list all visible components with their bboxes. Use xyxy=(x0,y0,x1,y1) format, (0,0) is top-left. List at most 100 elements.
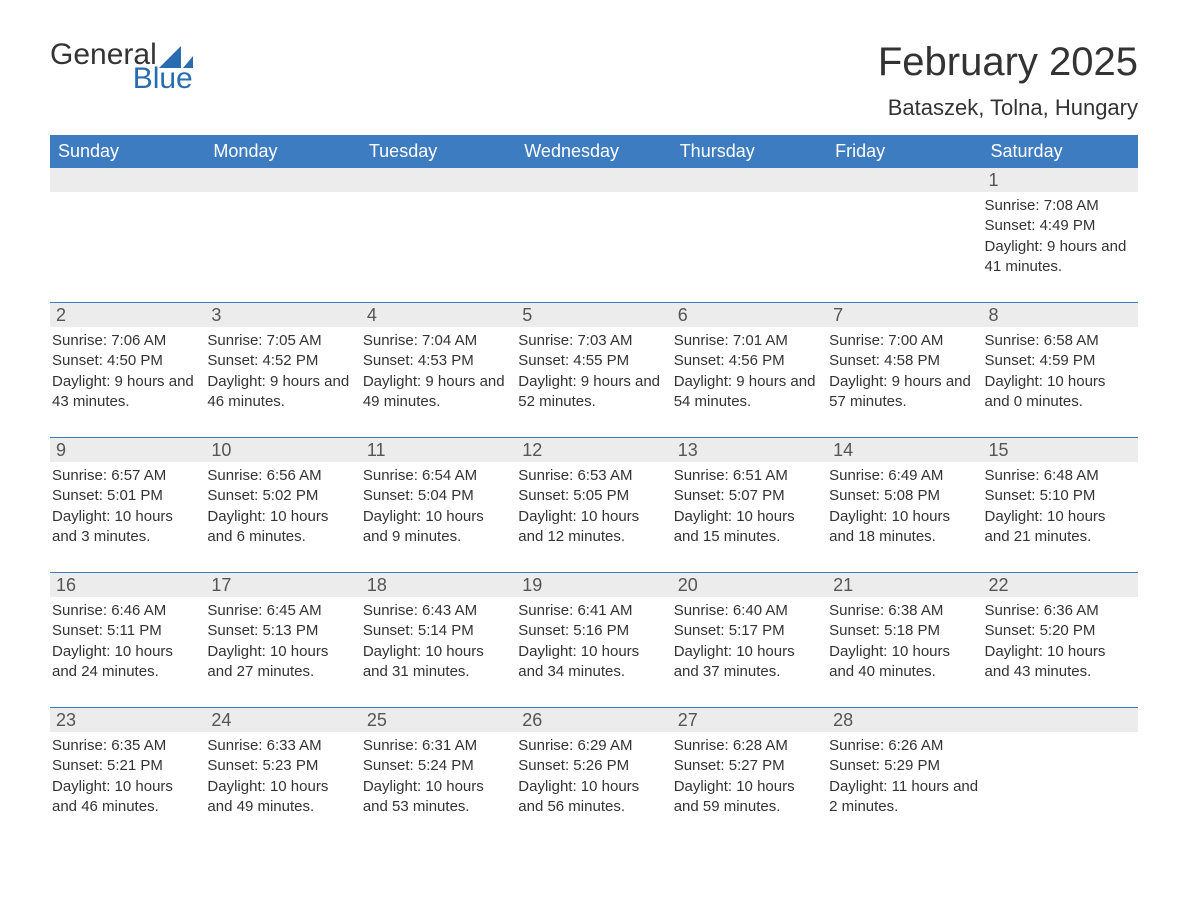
day-number xyxy=(50,168,205,192)
cell-line: Sunrise: 6:46 AM xyxy=(52,601,201,621)
day-number: 17 xyxy=(205,573,360,597)
cell-body: Sunrise: 6:58 AMSunset: 4:59 PMDaylight:… xyxy=(983,327,1138,412)
cell-body: Sunrise: 6:26 AMSunset: 5:29 PMDaylight:… xyxy=(827,732,982,817)
calendar-cell: 12Sunrise: 6:53 AMSunset: 5:05 PMDayligh… xyxy=(516,438,671,558)
cell-line: Daylight: 9 hours and 46 minutes. xyxy=(207,372,356,413)
day-header-sun: Sunday xyxy=(50,135,205,168)
calendar-cell: 8Sunrise: 6:58 AMSunset: 4:59 PMDaylight… xyxy=(983,303,1138,423)
calendar-cell: 25Sunrise: 6:31 AMSunset: 5:24 PMDayligh… xyxy=(361,708,516,828)
day-number: 10 xyxy=(205,438,360,462)
cell-line: Sunrise: 6:49 AM xyxy=(829,466,978,486)
day-header-wed: Wednesday xyxy=(516,135,671,168)
cell-body: Sunrise: 6:33 AMSunset: 5:23 PMDaylight:… xyxy=(205,732,360,817)
cell-line: Sunset: 4:53 PM xyxy=(363,351,512,371)
day-number: 7 xyxy=(827,303,982,327)
cell-line: Sunset: 5:29 PM xyxy=(829,756,978,776)
cell-line: Sunrise: 7:03 AM xyxy=(518,331,667,351)
calendar-cell: 17Sunrise: 6:45 AMSunset: 5:13 PMDayligh… xyxy=(205,573,360,693)
cell-line: Sunset: 5:17 PM xyxy=(674,621,823,641)
cell-line: Sunrise: 6:38 AM xyxy=(829,601,978,621)
cell-line: Sunset: 5:04 PM xyxy=(363,486,512,506)
title-block: February 2025 Bataszek, Tolna, Hungary xyxy=(878,40,1138,129)
week-row: 2Sunrise: 7:06 AMSunset: 4:50 PMDaylight… xyxy=(50,302,1138,423)
day-number: 20 xyxy=(672,573,827,597)
week-row: 23Sunrise: 6:35 AMSunset: 5:21 PMDayligh… xyxy=(50,707,1138,828)
cell-line: Sunset: 5:20 PM xyxy=(985,621,1134,641)
cell-line: Sunrise: 6:33 AM xyxy=(207,736,356,756)
cell-line: Daylight: 10 hours and 34 minutes. xyxy=(518,642,667,683)
cell-line: Daylight: 10 hours and 49 minutes. xyxy=(207,777,356,818)
cell-body: Sunrise: 7:00 AMSunset: 4:58 PMDaylight:… xyxy=(827,327,982,412)
cell-line: Daylight: 10 hours and 3 minutes. xyxy=(52,507,201,548)
day-number: 25 xyxy=(361,708,516,732)
day-number: 21 xyxy=(827,573,982,597)
cell-line: Daylight: 10 hours and 12 minutes. xyxy=(518,507,667,548)
cell-body: Sunrise: 7:03 AMSunset: 4:55 PMDaylight:… xyxy=(516,327,671,412)
cell-line: Sunrise: 6:35 AM xyxy=(52,736,201,756)
day-number xyxy=(983,708,1138,732)
day-number: 19 xyxy=(516,573,671,597)
weeks-container: 1Sunrise: 7:08 AMSunset: 4:49 PMDaylight… xyxy=(50,168,1138,828)
cell-line: Daylight: 9 hours and 52 minutes. xyxy=(518,372,667,413)
cell-body: Sunrise: 6:53 AMSunset: 5:05 PMDaylight:… xyxy=(516,462,671,547)
week-row: 9Sunrise: 6:57 AMSunset: 5:01 PMDaylight… xyxy=(50,437,1138,558)
day-number xyxy=(361,168,516,192)
cell-line: Daylight: 9 hours and 43 minutes. xyxy=(52,372,201,413)
cell-line: Sunset: 4:56 PM xyxy=(674,351,823,371)
day-number: 13 xyxy=(672,438,827,462)
cell-line: Sunset: 5:27 PM xyxy=(674,756,823,776)
cell-line: Daylight: 10 hours and 6 minutes. xyxy=(207,507,356,548)
calendar-cell: 10Sunrise: 6:56 AMSunset: 5:02 PMDayligh… xyxy=(205,438,360,558)
cell-line: Sunrise: 6:45 AM xyxy=(207,601,356,621)
calendar-cell: 5Sunrise: 7:03 AMSunset: 4:55 PMDaylight… xyxy=(516,303,671,423)
day-number: 16 xyxy=(50,573,205,597)
cell-body: Sunrise: 7:06 AMSunset: 4:50 PMDaylight:… xyxy=(50,327,205,412)
cell-line: Sunrise: 6:54 AM xyxy=(363,466,512,486)
cell-body: Sunrise: 6:45 AMSunset: 5:13 PMDaylight:… xyxy=(205,597,360,682)
calendar-cell: 11Sunrise: 6:54 AMSunset: 5:04 PMDayligh… xyxy=(361,438,516,558)
cell-body: Sunrise: 6:29 AMSunset: 5:26 PMDaylight:… xyxy=(516,732,671,817)
cell-line: Sunrise: 6:40 AM xyxy=(674,601,823,621)
cell-body xyxy=(672,192,827,196)
cell-line: Sunset: 4:59 PM xyxy=(985,351,1134,371)
calendar-cell xyxy=(205,168,360,288)
cell-line: Daylight: 10 hours and 9 minutes. xyxy=(363,507,512,548)
cell-line: Daylight: 10 hours and 43 minutes. xyxy=(985,642,1134,683)
calendar-cell: 7Sunrise: 7:00 AMSunset: 4:58 PMDaylight… xyxy=(827,303,982,423)
week-row: 1Sunrise: 7:08 AMSunset: 4:49 PMDaylight… xyxy=(50,168,1138,288)
cell-line: Sunrise: 6:48 AM xyxy=(985,466,1134,486)
cell-line: Sunset: 5:05 PM xyxy=(518,486,667,506)
calendar-cell xyxy=(827,168,982,288)
cell-body: Sunrise: 6:36 AMSunset: 5:20 PMDaylight:… xyxy=(983,597,1138,682)
logo-word2: Blue xyxy=(50,64,193,94)
cell-line: Daylight: 10 hours and 0 minutes. xyxy=(985,372,1134,413)
calendar-cell: 23Sunrise: 6:35 AMSunset: 5:21 PMDayligh… xyxy=(50,708,205,828)
cell-body: Sunrise: 6:51 AMSunset: 5:07 PMDaylight:… xyxy=(672,462,827,547)
cell-body: Sunrise: 6:31 AMSunset: 5:24 PMDaylight:… xyxy=(361,732,516,817)
cell-body: Sunrise: 6:43 AMSunset: 5:14 PMDaylight:… xyxy=(361,597,516,682)
cell-line: Sunset: 5:26 PM xyxy=(518,756,667,776)
cell-line: Sunrise: 6:41 AM xyxy=(518,601,667,621)
cell-line: Daylight: 10 hours and 46 minutes. xyxy=(52,777,201,818)
cell-line: Sunset: 5:02 PM xyxy=(207,486,356,506)
day-number: 22 xyxy=(983,573,1138,597)
calendar-cell: 14Sunrise: 6:49 AMSunset: 5:08 PMDayligh… xyxy=(827,438,982,558)
cell-line: Sunset: 4:50 PM xyxy=(52,351,201,371)
day-header-mon: Monday xyxy=(205,135,360,168)
calendar-cell: 26Sunrise: 6:29 AMSunset: 5:26 PMDayligh… xyxy=(516,708,671,828)
day-number: 4 xyxy=(361,303,516,327)
day-number: 27 xyxy=(672,708,827,732)
cell-body: Sunrise: 6:56 AMSunset: 5:02 PMDaylight:… xyxy=(205,462,360,547)
cell-line: Sunset: 5:10 PM xyxy=(985,486,1134,506)
cell-line: Sunset: 5:18 PM xyxy=(829,621,978,641)
day-number: 6 xyxy=(672,303,827,327)
cell-line: Daylight: 10 hours and 21 minutes. xyxy=(985,507,1134,548)
cell-line: Daylight: 10 hours and 40 minutes. xyxy=(829,642,978,683)
cell-line: Daylight: 10 hours and 56 minutes. xyxy=(518,777,667,818)
calendar-cell: 24Sunrise: 6:33 AMSunset: 5:23 PMDayligh… xyxy=(205,708,360,828)
cell-body: Sunrise: 6:38 AMSunset: 5:18 PMDaylight:… xyxy=(827,597,982,682)
month-title: February 2025 xyxy=(878,40,1138,85)
calendar-cell xyxy=(516,168,671,288)
day-header-thu: Thursday xyxy=(672,135,827,168)
cell-line: Sunrise: 6:29 AM xyxy=(518,736,667,756)
